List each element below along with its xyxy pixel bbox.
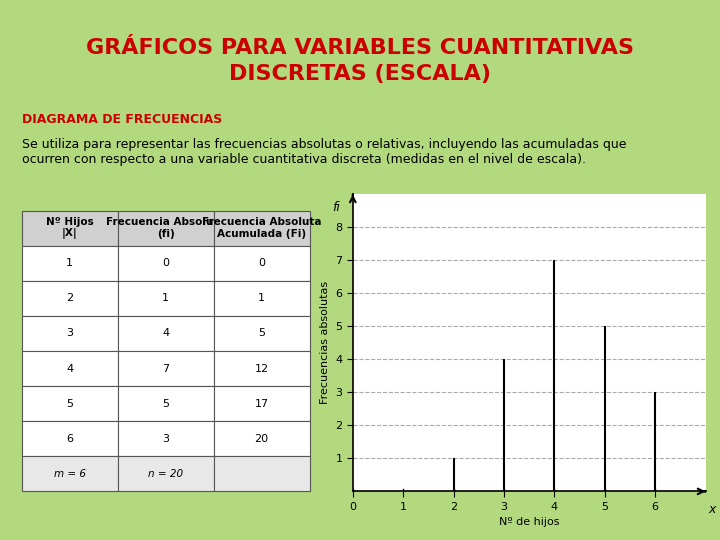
Text: DIAGRAMA DE FRECUENCIAS: DIAGRAMA DE FRECUENCIAS [22,113,222,126]
Text: GRÁFICOS PARA VARIABLES CUANTITATIVAS
DISCRETAS (ESCALA): GRÁFICOS PARA VARIABLES CUANTITATIVAS DI… [86,38,634,84]
Text: Se utiliza para representar las frecuencias absolutas o relativas, incluyendo la: Se utiliza para representar las frecuenc… [22,138,626,166]
X-axis label: Nº de hijos: Nº de hijos [499,517,559,528]
Text: x: x [708,503,716,516]
Y-axis label: Frecuencias absolutas: Frecuencias absolutas [320,281,330,404]
Text: fi: fi [333,201,341,214]
